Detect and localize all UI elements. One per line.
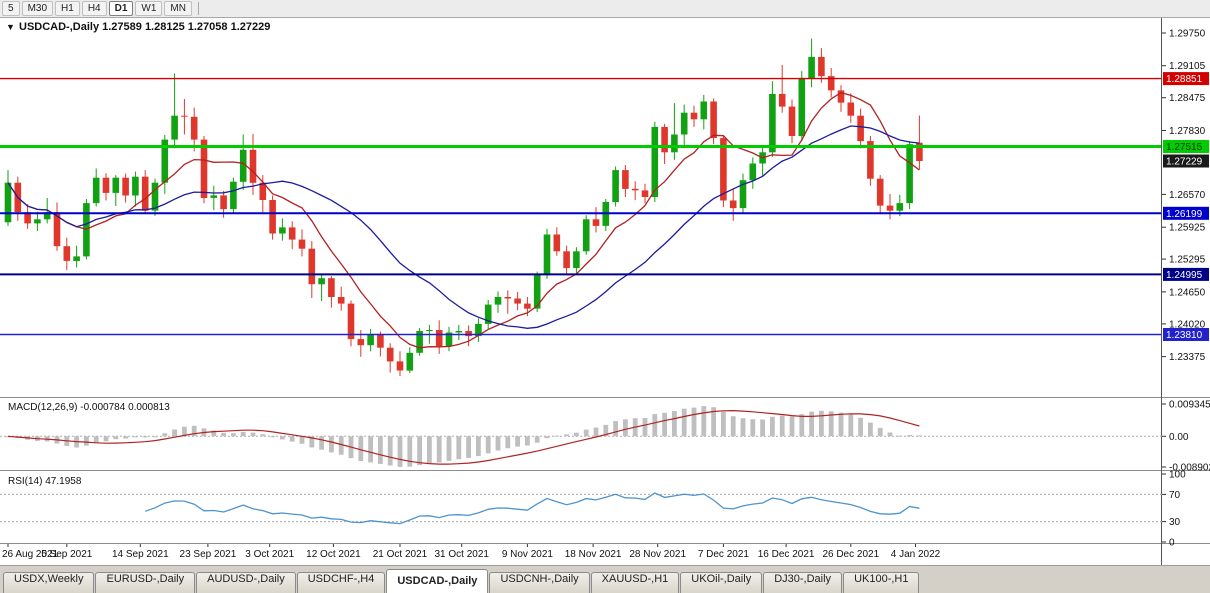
price-level-label [1163,72,1209,86]
macd-indicator-pane: MACD(12,26,9) -0.000784 0.000813 0.009345… [0,400,1210,474]
macd-axis-label: 0.00 [1169,432,1189,443]
timeframe-button-w1[interactable]: W1 [135,1,163,16]
time-tick-label: 3 Oct 2021 [245,549,294,560]
timeframe-button-d1[interactable]: D1 [108,1,134,16]
time-tick-label: 23 Sep 2021 [180,549,237,560]
time-tick-label: 26 Dec 2021 [822,549,879,560]
time-tick-label: 5 Sep 2021 [41,549,93,560]
timeframe-button-mn[interactable]: MN [164,1,192,16]
macd-axis-label: 0.009345 [1169,400,1210,411]
chart-legend: ▼ USDCAD-,Daily 1.27589 1.28125 1.27058 1… [6,21,270,33]
price-tick-label: 1.29105 [1169,61,1206,72]
rsi-axis-label: 0 [1169,538,1175,549]
time-tick-label: 9 Nov 2021 [502,549,554,560]
timeframe-button-h1[interactable]: H1 [55,1,80,16]
tab-usdchf-h4[interactable]: USDCHF-,H4 [296,572,386,593]
macd-signal-line [7,409,920,465]
ma-slow-line [7,125,920,329]
time-tick-label: 31 Oct 2021 [434,549,489,560]
price-level-label-text: 1.27515 [1166,142,1203,153]
time-tick-label: 28 Nov 2021 [629,549,686,560]
timeframe-button-5[interactable]: 5 [2,1,20,16]
price-tick-label: 1.25925 [1169,223,1206,234]
time-tick-label: 16 Dec 2021 [758,549,815,560]
tab-usdcnh-daily[interactable]: USDCNH-,Daily [489,572,590,593]
time-tick-label: 12 Oct 2021 [306,549,361,560]
macd-legend: MACD(12,26,9) -0.000784 0.000813 [8,402,170,413]
price-tick-label: 1.26570 [1169,190,1206,201]
time-tick-label: 21 Oct 2021 [373,549,428,560]
time-tick-label: 14 Sep 2021 [112,549,169,560]
tab-ukoil-daily[interactable]: UKOil-,Daily [680,572,763,593]
price-level-label-text: 1.24995 [1166,270,1203,281]
price-level-label-text: 1.26199 [1166,209,1203,220]
price-tick-label: 1.29750 [1169,29,1206,40]
time-tick-label: 7 Dec 2021 [698,549,750,560]
candlestick-series [4,38,923,377]
price-tick-label: 1.24650 [1169,287,1206,298]
tab-uk100-h1[interactable]: UK100-,H1 [843,572,920,593]
toolbar-divider [197,2,199,15]
rsi-axis-label: 100 [1169,470,1186,481]
price-level-label [1163,267,1209,281]
tab-usdcad-daily[interactable]: USDCAD-,Daily [386,569,489,593]
tab-eurusd-daily[interactable]: EURUSD-,Daily [95,572,196,593]
timeframe-button-h4[interactable]: H4 [81,1,107,16]
price-level-label [1163,328,1209,341]
time-tick-label: 18 Nov 2021 [565,549,622,560]
tab-xauusd-h1[interactable]: XAUUSD-,H1 [590,572,680,593]
time-tick-label: 4 Jan 2022 [891,549,941,560]
ma-fast-line [7,91,920,349]
one-click-trading-icon[interactable]: ▼ [6,22,15,32]
timeframe-toolbar: 5 M30 H1 H4 D1 W1 MN [0,0,1210,18]
tab-usdx-weekly[interactable]: USDX,Weekly [3,572,95,593]
chart-tabs-bar: USDX,Weekly EURUSD-,Daily AUDUSD-,Daily USD… [0,565,1210,593]
macd-axis-label: -0.008902 [1169,463,1210,474]
price-tick-label: 1.24020 [1169,319,1206,330]
chart-ohlc-legend: USDCAD-,Daily 1.27589 1.28125 1.27058 1.… [19,21,270,33]
rsi-axis-label: 30 [1169,517,1181,528]
price-tick-label: 1.28475 [1169,93,1206,104]
price-level-label-text: 1.23810 [1166,330,1203,341]
time-tick-label: 26 Aug 2021 [2,549,59,560]
timeframe-button-m30[interactable]: M30 [21,1,54,16]
price-level-label-text: 1.28851 [1166,74,1203,85]
rsi-line [144,492,920,525]
price-axis[interactable]: 1.29750 1.29105 1.28475 1.27830 1.26570 1.259… [1162,29,1209,364]
price-tick-label: 1.23375 [1169,352,1206,363]
horizontal-levels [0,77,1162,336]
rsi-legend: RSI(14) 47.1958 [8,476,82,487]
current-price-label [1163,154,1209,168]
current-price-label-text: 1.27229 [1166,157,1203,168]
price-tick-label: 1.27830 [1169,126,1206,137]
rsi-axis-label: 70 [1169,490,1181,501]
chart-area[interactable]: 1.29750 1.29105 1.28475 1.27830 1.26570 1.259… [0,18,1210,565]
rsi-indicator-pane: RSI(14) 47.1958 100 70 30 0 [0,470,1186,549]
price-tick-label: 1.25295 [1169,255,1206,266]
price-level-label [1163,140,1209,153]
tab-audusd-daily[interactable]: AUDUSD-,Daily [196,572,296,593]
moving-averages [7,91,920,349]
tab-dj30-daily[interactable]: DJ30-,Daily [763,572,843,593]
price-level-label [1163,206,1209,220]
